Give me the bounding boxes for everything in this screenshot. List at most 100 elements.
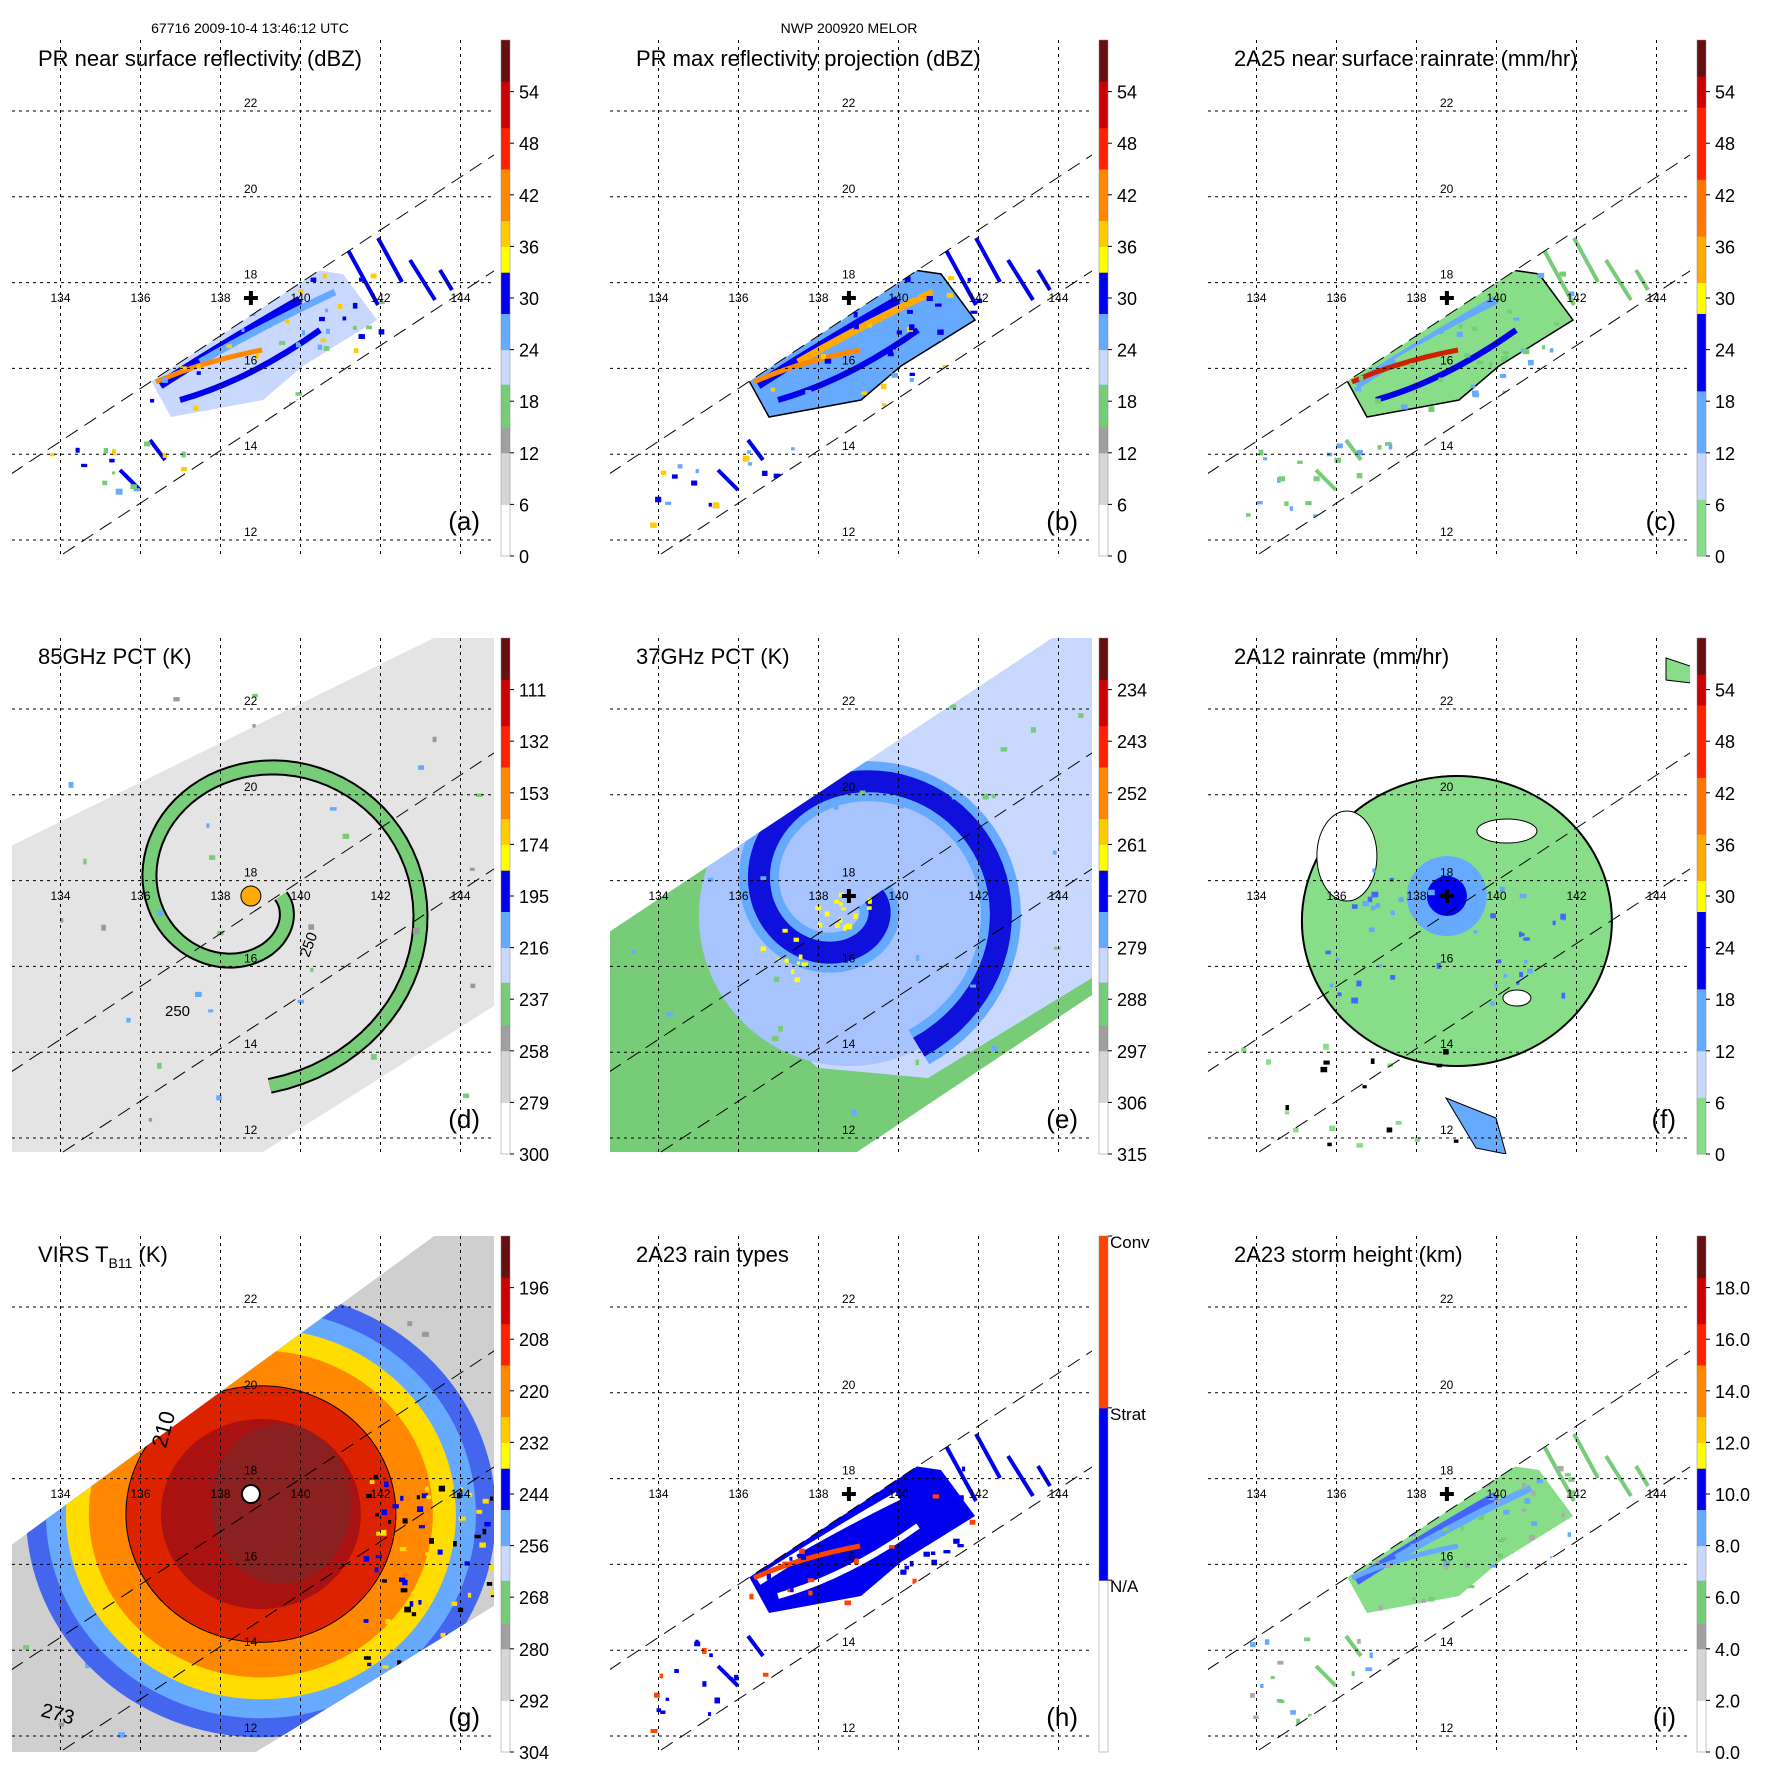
rain-pixel — [766, 1573, 771, 1580]
colorbar-label: 24 — [1715, 341, 1735, 361]
colorbar-label: 36 — [1117, 237, 1137, 257]
rain-pixel — [758, 355, 763, 361]
lat-label: 12 — [842, 1721, 856, 1735]
rain-pixel — [1289, 506, 1293, 511]
convective-pixel — [376, 1531, 381, 1536]
colorbar-segment — [1697, 1509, 1706, 1547]
rain-pixel — [946, 292, 954, 298]
rain-pixel — [180, 366, 187, 370]
cold-pixel — [252, 724, 256, 728]
rain-pixel — [867, 1481, 871, 1488]
rain-pixel — [1389, 877, 1394, 882]
rain-gap — [1316, 810, 1378, 902]
rain-pixel — [914, 346, 919, 352]
rain-pixel — [1398, 1553, 1403, 1559]
rain-pixel — [1256, 501, 1263, 505]
rain-pixel — [660, 470, 667, 475]
title-text: 85GHz PCT (K) — [38, 644, 192, 669]
lat-label: 20 — [842, 1378, 856, 1392]
rain-pixel — [1568, 1477, 1575, 1482]
rain-pixel — [772, 1517, 777, 1523]
convective-pixel — [392, 1504, 399, 1509]
colorbar-label: Conv — [1110, 1233, 1150, 1252]
rain-streak — [408, 258, 437, 302]
convective-pixel — [429, 1690, 437, 1696]
colorbar-label: 261 — [1117, 835, 1147, 855]
rainband — [777, 1523, 920, 1599]
rain-pixel — [808, 1590, 813, 1596]
colorbar-segment — [1099, 947, 1108, 983]
colorbar-segment — [501, 982, 510, 1026]
storm-center-icon — [1439, 291, 1454, 306]
rain-pixel — [167, 270, 173, 274]
rain-pixel — [1464, 353, 1470, 358]
rain-pixel — [714, 1697, 721, 1704]
rain-pixel — [1458, 324, 1463, 329]
rain-pixel — [353, 394, 360, 401]
cold-pixel — [83, 858, 87, 865]
colorbar-label: 304 — [519, 1743, 549, 1763]
rain-pixel — [1357, 449, 1363, 456]
rain-pixel — [1507, 309, 1512, 314]
colorbar-segment — [501, 81, 510, 129]
rain-pixel — [195, 313, 203, 320]
panel-title: 2A23 rain types — [636, 1242, 789, 1267]
pixel — [895, 658, 900, 664]
colorbar-frame — [1098, 1235, 1109, 1753]
rain-pixel — [1366, 327, 1370, 332]
rain-pixel — [840, 397, 847, 401]
rain-pixel — [932, 293, 936, 300]
convective-pixel — [437, 1549, 443, 1555]
rain-pixel — [1428, 406, 1435, 413]
cold-pixel — [208, 1009, 214, 1013]
colorbar-segment — [501, 1416, 510, 1443]
rain-pixel — [354, 348, 359, 354]
storm-center-icon — [243, 291, 258, 306]
colorbar-label: 174 — [519, 835, 549, 855]
colorbar-segment — [501, 1050, 510, 1103]
lat-label: 18 — [1440, 1464, 1454, 1478]
rain-pixel — [961, 1568, 967, 1573]
rain-pixel — [1372, 868, 1376, 873]
colorbar-segment — [1697, 880, 1706, 912]
lon-label: 140 — [1486, 889, 1506, 903]
cold-pixel — [252, 693, 258, 698]
lat-label: 12 — [842, 525, 856, 539]
colorbar-segment — [1099, 767, 1108, 820]
rain-pixel — [917, 342, 923, 348]
pixel — [1078, 1072, 1086, 1078]
colorbar-label: Strat — [1110, 1405, 1146, 1424]
lon-label: 138 — [808, 1487, 828, 1501]
scattering-pixel — [817, 922, 823, 928]
rain-pixel — [323, 345, 330, 351]
pixel — [1052, 850, 1057, 855]
convective-pixel — [464, 1561, 470, 1566]
rain-pixel — [717, 523, 725, 529]
rain-pixel — [1499, 886, 1505, 893]
convective-pixel — [429, 1537, 434, 1544]
colorbar-segment — [1099, 127, 1108, 170]
rain-pixel — [81, 463, 88, 468]
rain-pixel — [837, 1581, 844, 1586]
pixel — [760, 876, 767, 880]
lon-label: 138 — [210, 1487, 230, 1501]
colorbar-segment — [1697, 1277, 1706, 1325]
colorbar-label: 279 — [519, 1093, 549, 1113]
colorbar-segment — [1697, 390, 1706, 454]
lat-label: 20 — [244, 780, 258, 794]
pixel — [421, 1331, 429, 1337]
colorbar-segment — [1697, 1365, 1706, 1418]
rain-pixel — [1329, 1125, 1336, 1132]
pixel — [14, 1338, 19, 1343]
lon-label: 134 — [648, 889, 668, 903]
convective-pixel — [380, 1529, 387, 1536]
rain-pixel — [1443, 1565, 1449, 1570]
rain-pixel — [267, 287, 271, 292]
rain-pixel — [912, 1578, 917, 1585]
rain-pixel — [1383, 513, 1390, 519]
rain-streak — [376, 237, 404, 283]
rain-region — [1344, 268, 1575, 418]
rain-pixel — [1304, 1637, 1311, 1642]
colorbar-segment — [1099, 313, 1108, 351]
pixel — [897, 802, 904, 809]
